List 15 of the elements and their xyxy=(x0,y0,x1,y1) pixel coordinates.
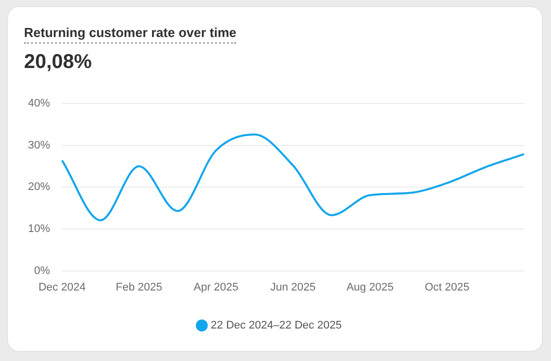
x-tick-label: Oct 2025 xyxy=(424,281,470,294)
x-tick-label: Jun 2025 xyxy=(270,281,316,294)
x-tick-label: Feb 2025 xyxy=(116,281,162,294)
legend-label: 22 Dec 2024–22 Dec 2025 xyxy=(210,320,342,332)
x-tick-label: Dec 2024 xyxy=(38,281,86,294)
y-tick-label: 0% xyxy=(34,264,50,277)
chart-title: Returning customer rate over time xyxy=(24,25,236,44)
x-tick-label: Apr 2025 xyxy=(194,281,238,294)
y-tick-label: 40% xyxy=(28,98,50,110)
y-tick-label: 30% xyxy=(28,139,50,152)
y-tick-label: 20% xyxy=(28,181,50,194)
chart-subtitle: 20,08% xyxy=(24,51,92,74)
x-tick-label: Aug 2025 xyxy=(346,281,394,294)
y-tick-label: 10% xyxy=(28,223,50,236)
line-series xyxy=(61,134,525,222)
